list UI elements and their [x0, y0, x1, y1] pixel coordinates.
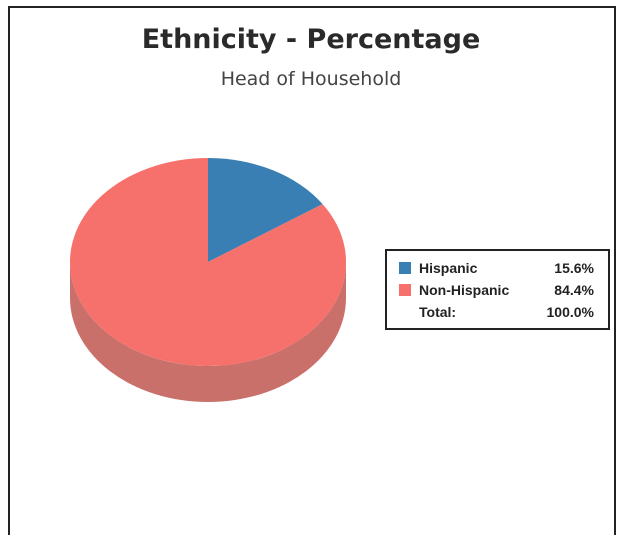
chart-subtitle: Head of Household: [220, 68, 402, 90]
legend-total: Total: 100.0%: [387, 301, 608, 323]
legend-label: Hispanic: [419, 260, 478, 276]
chart-title: Ethnicity - Percentage: [141, 24, 481, 55]
legend-value: 15.6%: [554, 260, 594, 276]
chart-legend: Hispanic 15.6% Non-Hispanic 84.4% Total:…: [385, 249, 610, 330]
legend-item-hispanic: Hispanic 15.6%: [387, 257, 608, 279]
legend-item-non-hispanic: Non-Hispanic 84.4%: [387, 279, 608, 301]
chart-frame: [8, 6, 616, 535]
pie-slice-non-hispanic: [69, 158, 346, 367]
legend-swatch-hispanic: [399, 262, 411, 274]
legend-swatch-non-hispanic: [399, 284, 411, 296]
legend-value: 84.4%: [554, 282, 594, 298]
legend-total-label: Total:: [419, 304, 457, 320]
legend-total-value: 100.0%: [546, 304, 594, 320]
pie-side-non-hispanic: [70, 262, 346, 402]
pie-slice-hispanic: [208, 158, 323, 262]
legend-label: Non-Hispanic: [419, 282, 510, 298]
